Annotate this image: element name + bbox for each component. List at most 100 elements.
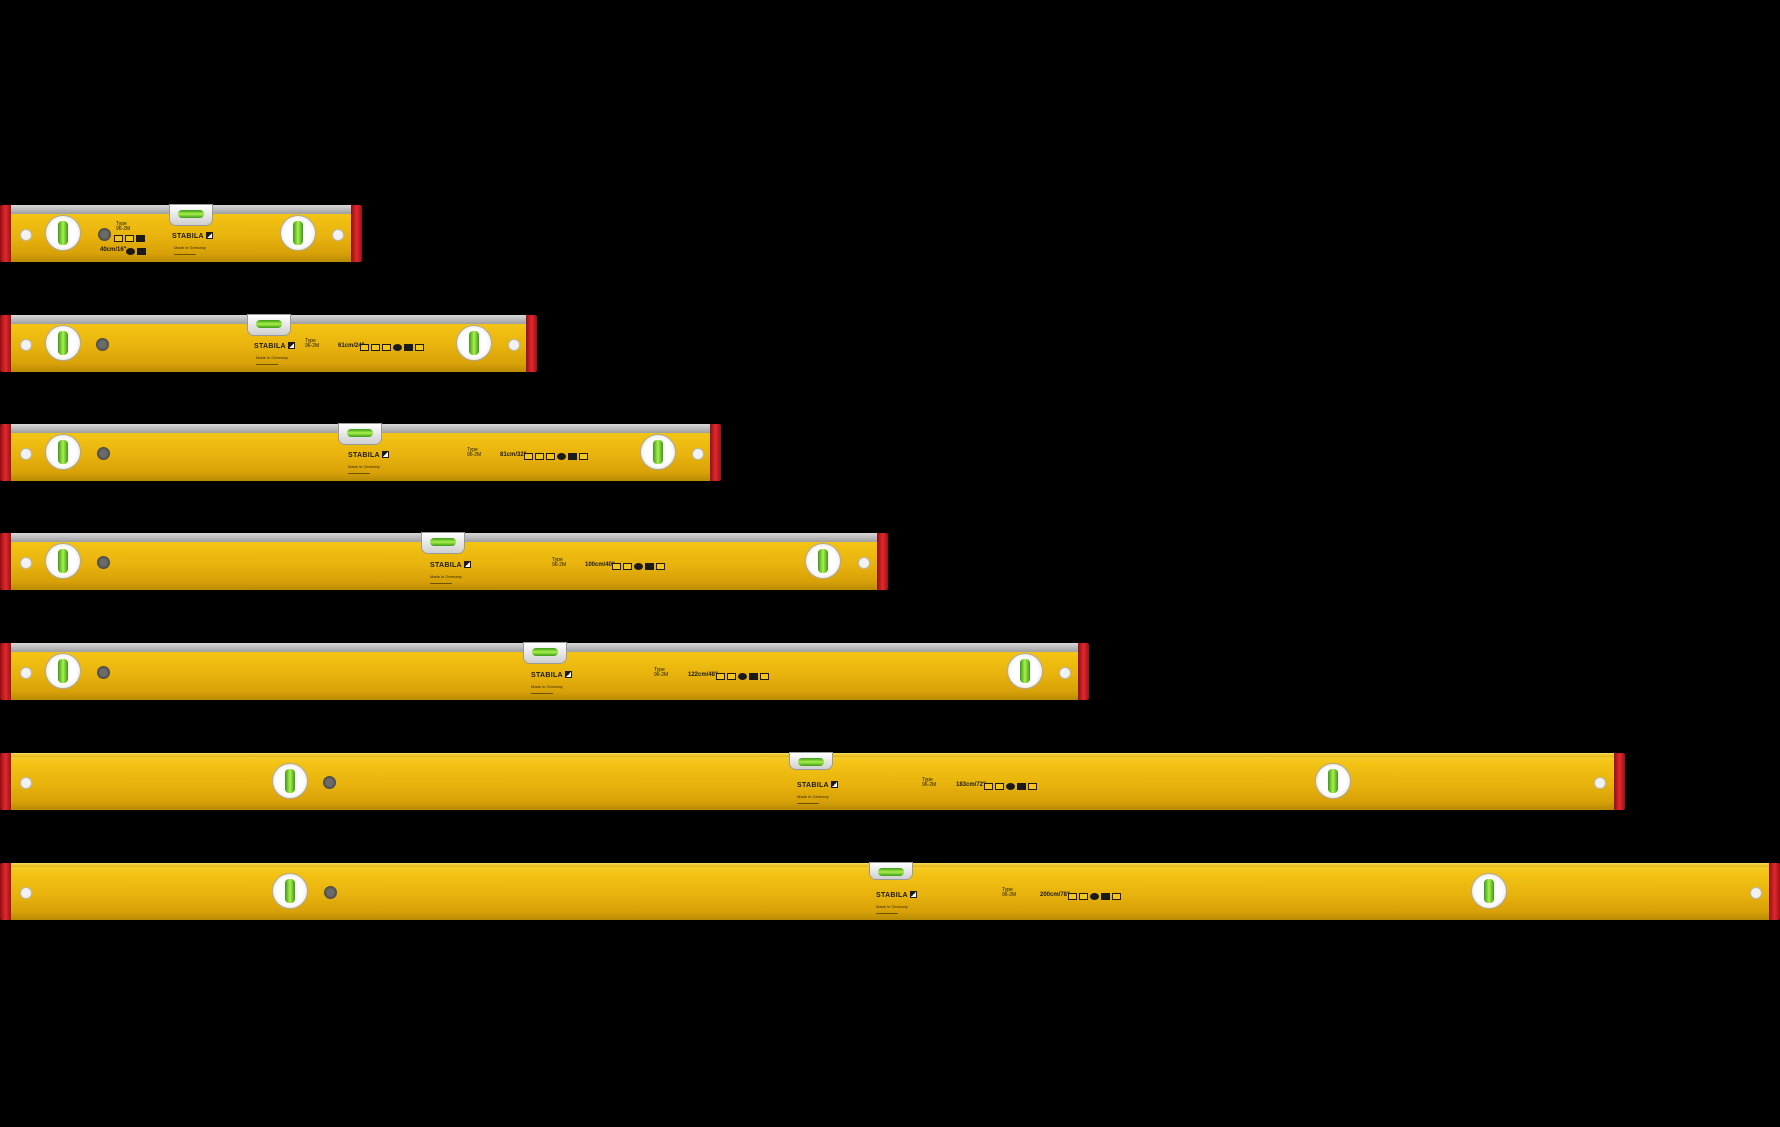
mark-icon	[415, 344, 424, 351]
vertical-vial-left	[46, 435, 80, 469]
mark-icon	[126, 248, 135, 255]
hanging-hole-left	[20, 448, 32, 460]
mark-icon	[1112, 893, 1121, 900]
hanging-hole-left	[20, 667, 32, 679]
vertical-vial-right	[1008, 654, 1042, 688]
certification-marks	[612, 563, 665, 570]
hanging-hole-left	[20, 777, 32, 789]
hanging-hole-right	[1750, 887, 1762, 899]
mark-icon	[568, 453, 577, 460]
mark-icon	[404, 344, 413, 351]
brand-logo: STABILA	[797, 781, 838, 789]
mark-icon	[656, 563, 665, 570]
type-label: Type 96-2M	[654, 667, 669, 678]
end-cap-left	[0, 424, 11, 481]
made-in-label: Made in Germany	[531, 684, 563, 694]
mark-icon	[524, 453, 533, 460]
mark-icon	[1090, 893, 1099, 900]
vertical-vial-left	[46, 654, 80, 688]
adjust-screw	[97, 556, 110, 569]
length-label: 200cm/78"	[1040, 892, 1070, 898]
vertical-vial-right	[806, 544, 840, 578]
spirit-level-81cm: STABILA Made in Germany Type 96-2M 81cm/3…	[0, 424, 721, 481]
spirit-level-122cm: STABILA Made in Germany Type 96-2M 122cm/…	[0, 643, 1089, 700]
vertical-vial-left	[46, 544, 80, 578]
spirit-level-61cm: STABILA Made in Germany Type 96-2M 61cm/2…	[0, 315, 537, 372]
top-reading-vial	[790, 753, 832, 769]
certification-marks	[716, 673, 769, 680]
mark-icon	[546, 453, 555, 460]
brand-logo: STABILA	[348, 451, 389, 459]
vertical-vial-right	[457, 326, 491, 360]
top-reading-vial	[870, 863, 912, 879]
end-cap-right	[1769, 863, 1780, 920]
hanging-hole-right	[692, 448, 704, 460]
mark-icon	[137, 248, 146, 255]
end-cap-left	[0, 863, 11, 920]
certification-marks	[984, 783, 1037, 790]
spirit-level-183cm: STABILA Made in Germany Type 96-2M 183cm/…	[0, 753, 1625, 810]
mark-icon	[738, 673, 747, 680]
adjust-screw	[96, 338, 109, 351]
hanging-hole-right	[508, 339, 520, 351]
made-in-label: Made in Germany	[348, 464, 380, 474]
vertical-vial-right	[281, 216, 315, 250]
end-cap-right	[1614, 753, 1625, 810]
certification-marks	[1068, 893, 1121, 900]
vertical-vial-right	[1472, 874, 1506, 908]
end-cap-left	[0, 315, 11, 372]
mark-icon	[1028, 783, 1037, 790]
certification-marks	[114, 235, 145, 242]
type-label: Type 96-2M	[305, 338, 320, 349]
type-label: Type 96-2M	[552, 557, 567, 568]
mark-icon	[360, 344, 369, 351]
top-reading-vial	[248, 315, 290, 335]
adjust-screw	[97, 666, 110, 679]
mark-icon	[1068, 893, 1077, 900]
mark-icon	[1101, 893, 1110, 900]
brand-logo: STABILA	[531, 671, 572, 679]
mark-icon	[634, 563, 643, 570]
spirit-level-200cm: STABILA Made in Germany Type 96-2M 200cm/…	[0, 863, 1780, 920]
vertical-vial-left	[46, 326, 80, 360]
mark-icon	[125, 235, 134, 242]
end-cap-left	[0, 205, 11, 262]
length-label: 81cm/32"	[500, 452, 527, 458]
vertical-vial-right	[641, 435, 675, 469]
spirit-level-100cm: STABILA Made in Germany Type 96-2M 100cm/…	[0, 533, 888, 590]
spirit-level-40cm: STABILA Made in Germany Type 96-2M 40cm/1…	[0, 205, 362, 262]
mark-icon	[1006, 783, 1015, 790]
made-in-label: Made in Germany	[174, 245, 206, 255]
length-label: 40cm/16"	[100, 247, 127, 253]
certification-marks	[360, 344, 424, 351]
mark-icon	[1017, 783, 1026, 790]
made-in-label: Made in Germany	[256, 355, 288, 365]
mark-icon	[393, 344, 402, 351]
certification-marks-2	[126, 248, 146, 255]
mark-icon	[114, 235, 123, 242]
hanging-hole-right	[858, 557, 870, 569]
length-label: 183cm/72"	[956, 782, 986, 788]
vertical-vial-left	[273, 764, 307, 798]
mark-icon	[727, 673, 736, 680]
adjust-screw	[323, 776, 336, 789]
mark-icon	[557, 453, 566, 460]
made-in-label: Made in Germany	[797, 794, 829, 804]
type-label: Type 96-2M	[467, 447, 482, 458]
mark-icon	[984, 783, 993, 790]
vertical-vial-left	[273, 874, 307, 908]
hanging-hole-left	[20, 229, 32, 241]
top-reading-vial	[422, 533, 464, 553]
mark-icon	[623, 563, 632, 570]
length-label: 61cm/24"	[338, 343, 365, 349]
mark-icon	[535, 453, 544, 460]
made-in-label: Made in Germany	[430, 574, 462, 584]
certification-marks	[524, 453, 588, 460]
end-cap-right	[526, 315, 537, 372]
top-reading-vial	[170, 205, 212, 225]
mark-icon	[612, 563, 621, 570]
mark-icon	[579, 453, 588, 460]
hanging-hole-right	[1594, 777, 1606, 789]
top-reading-vial	[339, 424, 381, 444]
adjust-screw	[98, 228, 111, 241]
